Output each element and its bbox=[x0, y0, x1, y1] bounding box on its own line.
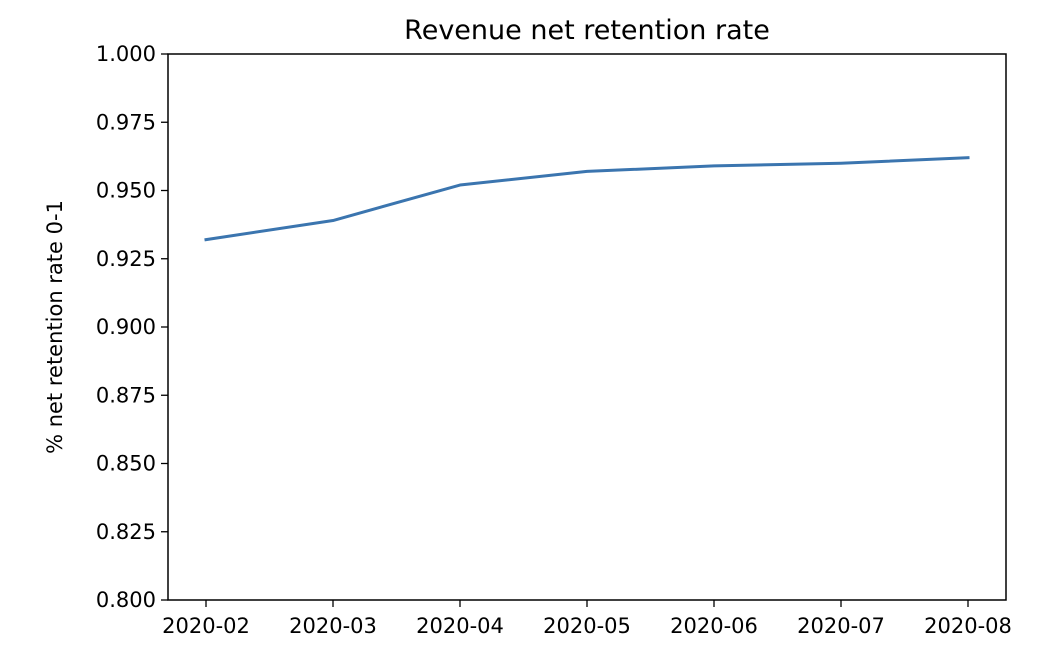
y-tick-label: 0.975 bbox=[96, 110, 156, 134]
y-tick-label: 0.925 bbox=[96, 247, 156, 271]
series-line bbox=[204, 156, 970, 242]
y-tick-label: 0.900 bbox=[96, 315, 156, 339]
x-tick-label: 2020-03 bbox=[289, 614, 377, 638]
y-tick-label: 0.875 bbox=[96, 383, 156, 407]
y-tick-label: 0.825 bbox=[96, 520, 156, 544]
x-axis-ticks: 2020-02 2020-03 2020-04 2020-05 2020-06 2020-… bbox=[162, 600, 1012, 638]
x-tick-label: 2020-06 bbox=[670, 614, 758, 638]
y-axis-label: % net retention rate 0-1 bbox=[43, 200, 67, 454]
y-tick-label: 1.000 bbox=[96, 42, 156, 66]
y-tick-label: 0.850 bbox=[96, 452, 156, 476]
x-tick-label: 2020-08 bbox=[924, 614, 1012, 638]
chart-title: Revenue net retention rate bbox=[404, 15, 770, 46]
x-tick-label: 2020-05 bbox=[543, 614, 631, 638]
plot-area-frame bbox=[167, 53, 1007, 601]
x-tick-label: 2020-02 bbox=[162, 614, 250, 638]
y-tick-label: 0.800 bbox=[96, 588, 156, 612]
x-tick-label: 2020-07 bbox=[797, 614, 885, 638]
x-tick-label: 2020-04 bbox=[416, 614, 504, 638]
y-tick-label: 0.950 bbox=[96, 179, 156, 203]
y-axis-ticks: 0.800 0.825 0.850 0.875 0.900 0.925 0.950 0.975… bbox=[96, 42, 168, 612]
series-layer bbox=[204, 156, 970, 242]
